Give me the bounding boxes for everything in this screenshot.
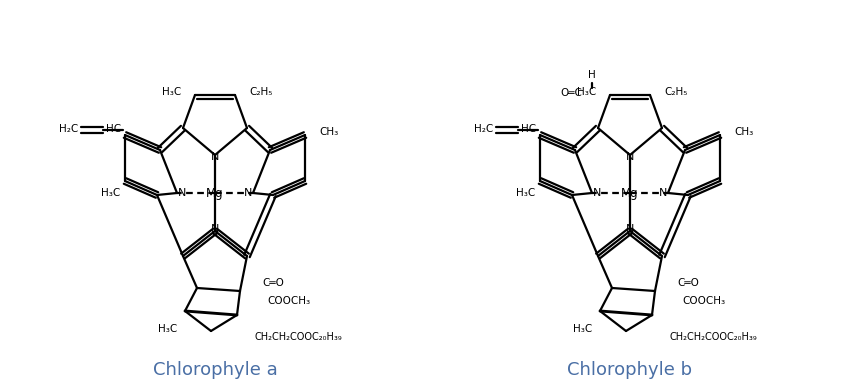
Text: H: H xyxy=(588,70,596,80)
Text: H₃C: H₃C xyxy=(573,324,592,334)
Text: H₂C: H₂C xyxy=(473,124,493,134)
Text: Mg: Mg xyxy=(207,187,224,199)
Text: CH₂CH₂COOC₂₀H₃₉: CH₂CH₂COOC₂₀H₃₉ xyxy=(255,332,343,342)
Text: N: N xyxy=(659,188,667,198)
Text: Mg: Mg xyxy=(621,187,639,199)
Text: H₃C: H₃C xyxy=(516,188,535,198)
Text: N: N xyxy=(626,152,634,162)
Text: HC: HC xyxy=(521,124,536,134)
Text: COOCH₃: COOCH₃ xyxy=(682,296,725,306)
Text: Chlorophyle b: Chlorophyle b xyxy=(568,361,693,379)
Text: Chlorophyle a: Chlorophyle a xyxy=(153,361,277,379)
Text: C═O: C═O xyxy=(262,278,284,288)
Text: N: N xyxy=(626,224,634,234)
Text: CH₃: CH₃ xyxy=(319,127,338,137)
Text: CH₂CH₂COOC₂₀H₃₉: CH₂CH₂COOC₂₀H₃₉ xyxy=(670,332,757,342)
Text: CH₃: CH₃ xyxy=(734,127,753,137)
Text: N: N xyxy=(592,188,601,198)
Text: N: N xyxy=(211,152,219,162)
Text: COOCH₃: COOCH₃ xyxy=(267,296,310,306)
Text: H₃C: H₃C xyxy=(101,188,120,198)
Text: N: N xyxy=(211,224,219,234)
Text: C₂H₅: C₂H₅ xyxy=(249,87,272,97)
Text: N: N xyxy=(178,188,186,198)
Text: H₂C: H₂C xyxy=(59,124,78,134)
Text: H₃C: H₃C xyxy=(577,87,596,97)
Text: C═O: C═O xyxy=(677,278,699,288)
Text: H₃C: H₃C xyxy=(162,87,181,97)
Text: HC: HC xyxy=(106,124,121,134)
Text: C₂H₅: C₂H₅ xyxy=(664,87,688,97)
Text: N: N xyxy=(244,188,252,198)
Text: H₃C: H₃C xyxy=(158,324,177,334)
Text: O═C: O═C xyxy=(560,88,582,98)
